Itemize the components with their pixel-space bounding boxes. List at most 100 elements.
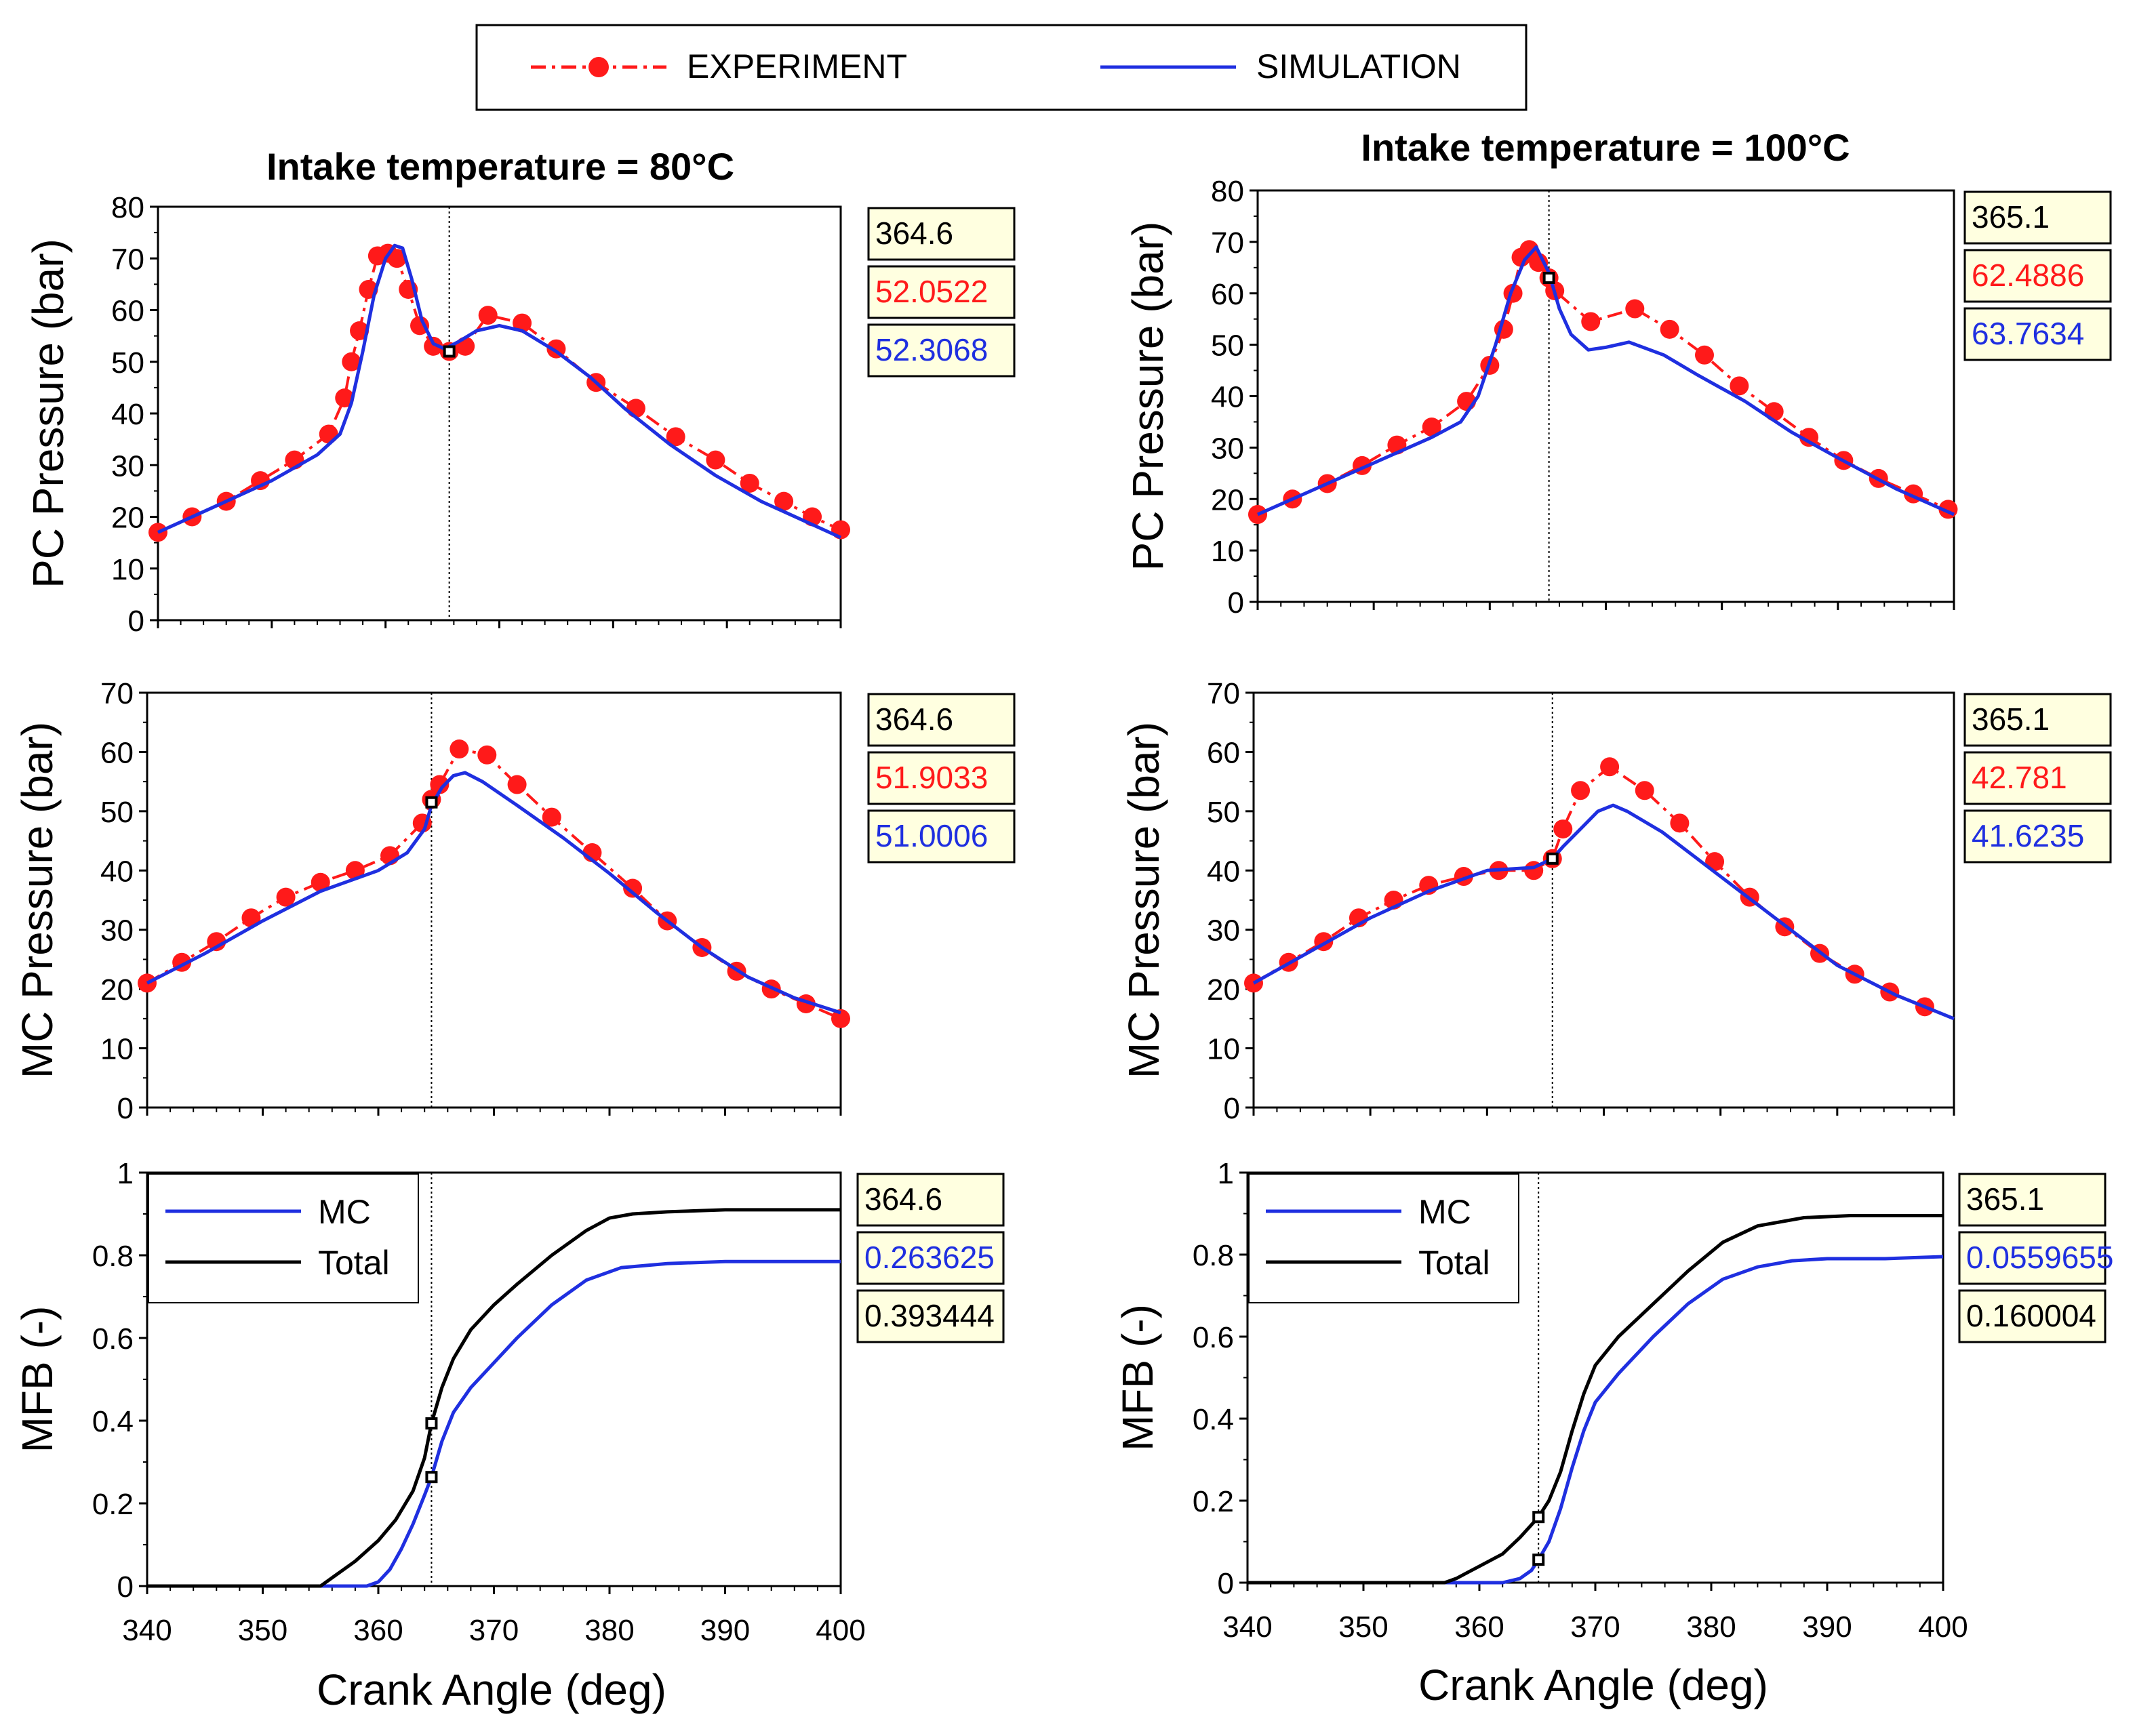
experiment-legend-marker — [588, 57, 609, 77]
x-tick-label: 390 — [700, 1614, 750, 1647]
series-line-mc — [147, 1259, 841, 1588]
y-tick-label: 30 — [1207, 914, 1240, 948]
y-tick-label: 0.6 — [1193, 1321, 1234, 1354]
y-tick-label: 50 — [1207, 796, 1240, 829]
chart-mc-80: 0 10 20 30 40 50 60 70 MC Pressure (bar) 364.6 51.… — [13, 677, 1016, 1125]
data-point — [1422, 418, 1441, 437]
cursor-marker — [425, 796, 438, 809]
y-tick-label: 0.2 — [1193, 1485, 1234, 1518]
chart-mc-100: 0 10 20 30 40 50 60 70 MC Pressure (bar) 365.1 42.… — [1119, 677, 2112, 1125]
y-tick-label: 40 — [1207, 855, 1240, 888]
readout-box — [867, 265, 1016, 319]
x-tick-label: 400 — [1918, 1610, 1968, 1644]
y-tick-label: 10 — [1211, 535, 1244, 568]
data-point — [774, 491, 794, 511]
x-tick-label: 360 — [353, 1614, 403, 1647]
readout-value: 364.6 — [875, 216, 953, 251]
data-point — [424, 336, 443, 356]
data-point — [350, 321, 370, 340]
plot-frame — [1252, 691, 1955, 1109]
readout-box — [1958, 1173, 2107, 1227]
x-axis-label-100: Crank Angle (deg) — [1418, 1661, 1768, 1709]
x-axis-label-80: Crank Angle (deg) — [317, 1665, 666, 1714]
y-tick-label: 0 — [128, 605, 144, 638]
data-point — [335, 388, 355, 408]
readout-box — [867, 323, 1016, 378]
y-tick-label: 60 — [100, 736, 134, 769]
data-point — [1625, 299, 1645, 319]
readout-value: 365.1 — [1972, 199, 2050, 235]
readout-value: 63.7634 — [1972, 316, 2084, 351]
readout-box — [1963, 307, 2112, 361]
y-tick-label: 60 — [111, 295, 144, 328]
y-axis-label: PC Pressure (bar) — [1123, 222, 1172, 571]
y-tick-label: 0.8 — [1193, 1239, 1234, 1272]
plot-frame — [1256, 189, 1955, 603]
data-point — [342, 352, 361, 371]
x-tick-label: 370 — [1570, 1610, 1620, 1644]
readout-value: 62.4886 — [1972, 258, 2084, 293]
chart-pc-100: 0 10 20 30 40 50 60 70 80 PC Pressure (bar) 365.1 6… — [1123, 175, 2112, 620]
readout-value: 364.6 — [875, 702, 953, 737]
y-tick-label: 50 — [1211, 329, 1244, 363]
y-tick-label: 0 — [117, 1570, 134, 1604]
readout-value: 52.0522 — [875, 274, 988, 309]
series-line-experiment — [1252, 765, 1925, 1009]
y-tick-label: 0 — [1218, 1567, 1234, 1600]
y-tick-label: 80 — [111, 191, 144, 224]
x-tick-label: 350 — [238, 1614, 287, 1647]
y-tick-label: 10 — [1207, 1033, 1240, 1066]
y-axis-label: MFB (-) — [13, 1306, 62, 1453]
y-tick-label: 0.4 — [1193, 1403, 1234, 1436]
x-tick-label: 380 — [1686, 1610, 1736, 1644]
chart-mfb-100: 0 0.2 0.4 0.6 0.8 1 MFB (-) 340 350 360 370 380 390 4… — [1113, 1157, 2113, 1644]
data-point — [478, 306, 498, 325]
data-point — [276, 887, 296, 907]
cursor-marker — [1532, 1511, 1545, 1524]
y-tick-label: 0.8 — [92, 1240, 134, 1273]
readout-box — [856, 1173, 1005, 1227]
readout-value: 51.0006 — [875, 818, 988, 853]
y-tick-label: 30 — [111, 449, 144, 483]
data-point — [345, 861, 365, 880]
y-tick-label: 70 — [100, 677, 134, 710]
y-tick-label: 50 — [100, 796, 134, 829]
readout-value: 52.3068 — [875, 332, 988, 367]
readout-box — [1963, 693, 2112, 747]
data-point — [477, 745, 497, 765]
data-point — [1660, 319, 1679, 339]
data-point — [1799, 428, 1819, 447]
data-point — [241, 908, 261, 928]
mfb-legend-label: Total — [1418, 1244, 1490, 1282]
y-tick-label: 10 — [100, 1033, 134, 1066]
experiment-legend-label: EXPERIMENT — [687, 47, 907, 85]
data-point — [740, 473, 759, 493]
y-tick-label: 0.6 — [92, 1322, 134, 1356]
series-line-total — [1247, 1214, 1943, 1585]
mfb-legend-box — [1248, 1173, 1519, 1303]
x-tick-label: 380 — [584, 1614, 634, 1647]
readout-box — [856, 1231, 1005, 1285]
data-point — [507, 775, 527, 794]
data-point — [450, 739, 469, 759]
data-point — [706, 450, 725, 470]
y-tick-label: 20 — [1211, 483, 1244, 516]
data-point — [1764, 402, 1784, 422]
data-point — [311, 872, 330, 892]
readout-box — [867, 751, 1016, 805]
data-point — [1600, 757, 1620, 777]
data-point — [542, 807, 561, 827]
x-tick-label: 350 — [1338, 1610, 1388, 1644]
readout-value: 0.160004 — [1966, 1298, 2096, 1333]
y-tick-label: 0 — [117, 1092, 134, 1125]
data-point — [513, 313, 532, 333]
readout-box — [1963, 190, 2112, 245]
readout-value: 0.263625 — [864, 1240, 995, 1275]
readout-box — [867, 809, 1016, 864]
readout-box — [1958, 1289, 2107, 1343]
cursor-marker — [443, 345, 456, 358]
y-tick-label: 30 — [100, 914, 134, 948]
y-tick-label: 50 — [111, 346, 144, 380]
y-tick-label: 60 — [1211, 278, 1244, 311]
data-point — [207, 932, 226, 952]
